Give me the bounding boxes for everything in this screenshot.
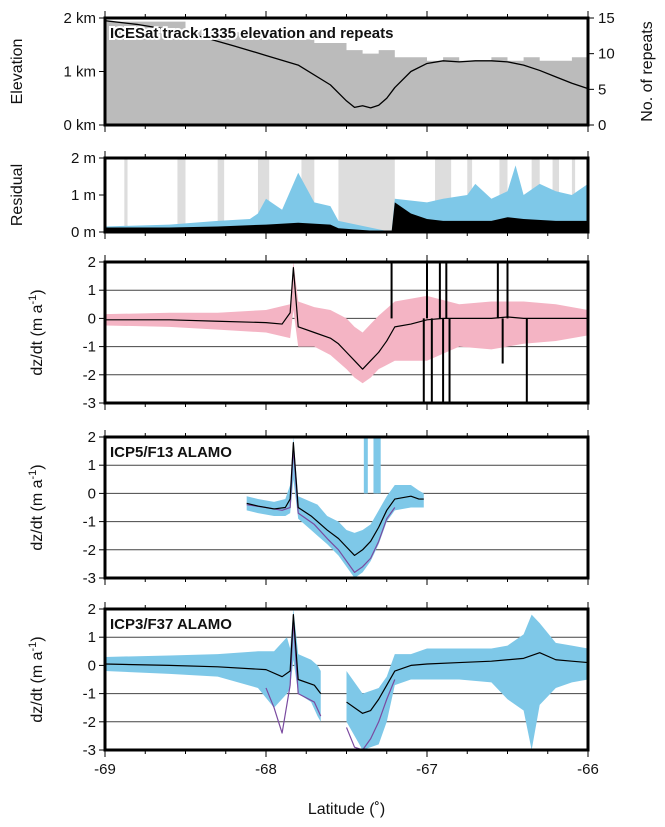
y-tick-label: 1 m [71,187,96,204]
y-tick-label: 0 [88,657,96,674]
x-axis-title: Latitude (˚) [308,801,385,818]
x-tick-label: -69 [94,761,116,778]
y-tick-label: 1 [88,457,96,474]
x-tick-label: -68 [255,761,277,778]
repeats-area [105,21,588,126]
y2-tick-label: 0 [598,117,606,134]
gap-band [257,158,270,232]
y-tick-label: 0 [88,485,96,502]
y-axis-title-text: Elevation [9,39,26,105]
y-axis-title-text: Residual [9,164,26,226]
y-tick-label: -2 [83,367,96,384]
purple-line [246,447,396,573]
y-tick-label: -2 [83,542,96,559]
y2-tick-label: 15 [598,10,615,27]
y2-axis-title: No. of repeats [639,21,656,122]
y-tick-label: 2 m [71,150,96,167]
gap-band [217,158,225,232]
x-tick-label: -66 [577,761,599,778]
y-tick-label: -3 [83,742,96,759]
y-tick-label: -3 [83,395,96,412]
panel-title: ICESat track 1335 elevation and repeats [110,25,393,42]
y-tick-label: 2 [88,429,96,446]
y-axis-title-sup: -1 [27,295,39,305]
y-tick-label: -3 [83,570,96,587]
blue-band [346,614,588,750]
y2-tick-label: 5 [598,81,606,98]
y-tick-label: -2 [83,714,96,731]
panel-residual: 0 m 1 m 2 m Residual [9,150,590,241]
y-axis-title: dz/dt (m a-1) [27,636,46,722]
y-axis-title-sup: -1 [27,470,39,480]
y-tick-label: 0 m [71,224,96,241]
y-axis-title-text: dz/dt (m a [29,479,46,550]
y-tick-label: 1 km [63,64,96,81]
y-axis-title-end: ) [29,289,46,294]
panel-title: ICP5/F13 ALAMO [110,444,232,461]
y-axis-title: dz/dt (m a-1) [27,464,46,550]
blue-residual-area [105,165,588,232]
y-tick-label: -1 [83,514,96,531]
y-tick-label: 1 [88,282,96,299]
pink-band [105,262,588,384]
y-axis-title-text: dz/dt (m a [29,304,46,375]
blue-band [246,437,424,578]
black-line [104,614,589,714]
y-axis-title: Elevation [9,39,26,105]
y-tick-label: -1 [83,339,96,356]
y-tick-label: 0 km [63,117,96,134]
gap-band [124,158,128,232]
y-tick-label: 0 [88,310,96,327]
x-tick-label: -67 [416,761,438,778]
y-tick-label: -1 [83,686,96,703]
y-tick-label: 2 [88,601,96,618]
y-axis-title-text: dz/dt (m a [29,651,46,722]
y-tick-label: 2 km [63,10,96,27]
y-tick-label: 2 [88,254,96,271]
y-axis-title-end: ) [29,464,46,469]
black-line [246,442,424,557]
gap-band [177,158,186,232]
y2-tick-label: 10 [598,46,615,63]
y-tick-label: 1 [88,629,96,646]
panel-dzdt-icp3: -3 -2 -1 0 1 2 -69 -68 -67 -66 Latitude (˚) dz/dt (… [27,601,599,818]
y-axis-title-end: ) [29,636,46,641]
elevation-line [104,20,589,109]
panel-title: ICP3/F37 ALAMO [110,616,232,633]
black-line [105,267,588,370]
black-residual-area [105,202,588,232]
blue-band [105,609,321,722]
y-axis-title: Residual [9,164,26,226]
gap-band [338,158,395,232]
y-axis-title: dz/dt (m a-1) [27,289,46,375]
y-axis-title-sup: -1 [27,642,39,652]
panel-elevation: 0 km 1 km 2 km 0 5 10 15 No. of repeats Elevatio… [9,10,656,134]
